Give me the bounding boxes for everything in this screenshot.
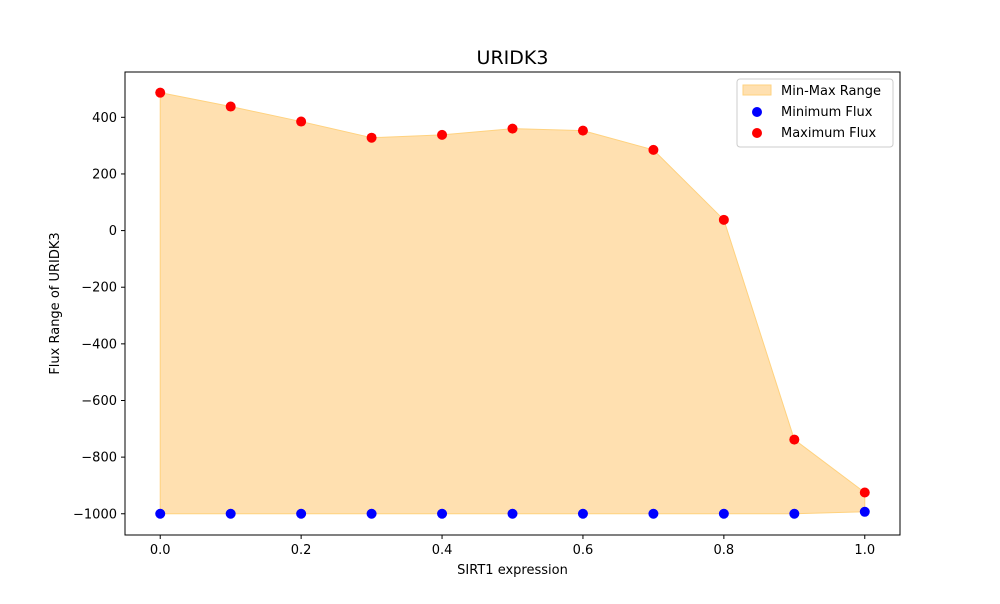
plot-frame [124,71,901,536]
minimum-flux-point [789,508,800,519]
y-tick-label: −200 [81,281,117,296]
minimum-flux-point [225,508,236,519]
maximum-flux-point [859,487,870,498]
maximum-flux-point [648,144,659,155]
y-tick-label: 0 [109,224,117,239]
x-axis-label: SIRT1 expression [457,563,568,578]
x-tick-label: 0.6 [573,543,594,558]
points-layer [155,87,870,519]
y-tick-label: −1000 [73,507,117,522]
minimum-flux-point [155,508,166,519]
minimum-flux-point [718,508,729,519]
y-tick-label: −800 [81,451,117,466]
legend-label-minimum-flux: Minimum Flux [781,105,873,120]
legend-label-min-max-range: Min-Max Range [781,84,881,99]
legend-marker-minimum-flux [752,107,762,117]
minimum-flux-point [366,508,377,519]
minimum-flux-point [296,508,307,519]
x-tick-label: 1.0 [854,543,875,558]
maximum-flux-point [437,129,448,140]
x-axis: 0.0 0.2 0.4 0.6 0.8 1.0 [150,535,875,558]
y-tick-label: −400 [81,337,117,352]
maximum-flux-point [296,116,307,127]
legend-label-maximum-flux: Maximum Flux [781,126,877,141]
maximum-flux-point [789,434,800,445]
maximum-flux-point [718,214,729,225]
maximum-flux-point [155,87,166,98]
maximum-flux-point [507,123,518,134]
chart-title: URIDK3 [477,47,549,69]
legend: Min-Max Range Minimum Flux Maximum Flux [736,78,894,148]
minimum-flux-point [577,508,588,519]
y-tick-label: 400 [92,111,117,126]
maximum-flux-point [577,125,588,136]
minimum-flux-point [859,506,870,517]
legend-marker-maximum-flux [752,128,762,138]
y-axis-label: Flux Range of URIDK3 [48,232,63,374]
y-tick-label: −600 [81,394,117,409]
y-axis: −1000 −800 −600 −400 −200 0 200 400 [73,111,125,522]
legend-box [736,78,894,148]
x-tick-label: 0.0 [150,543,171,558]
y-tick-label: 200 [92,167,117,182]
x-tick-label: 0.4 [432,543,453,558]
minimum-flux-point [648,508,659,519]
legend-swatch-min-max-range [742,84,772,96]
maximum-flux-point [225,101,236,112]
minimum-flux-point [437,508,448,519]
x-tick-label: 0.2 [291,543,312,558]
x-tick-label: 0.8 [714,543,735,558]
minimum-flux-point [507,508,518,519]
maximum-flux-point [366,132,377,143]
